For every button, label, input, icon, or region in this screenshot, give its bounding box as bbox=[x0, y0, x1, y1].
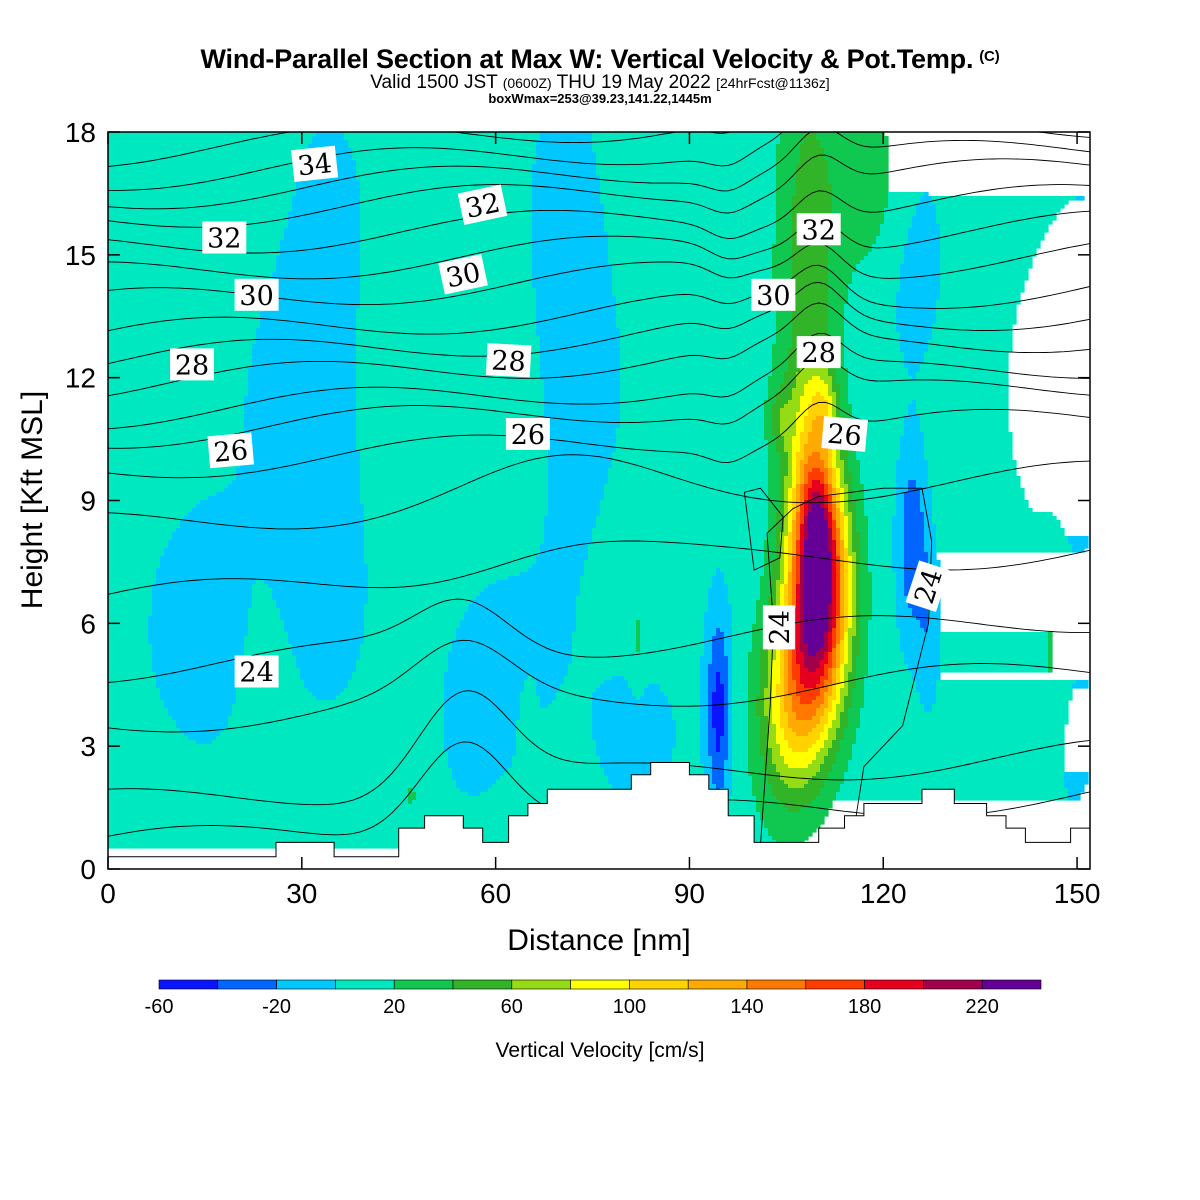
contour-label-34: 34 bbox=[291, 145, 339, 183]
colorbar-swatch bbox=[158, 979, 219, 990]
contour-label-26: 26 bbox=[821, 416, 868, 453]
y-tick-label: 9 bbox=[80, 486, 96, 517]
colorbar-swatch bbox=[923, 979, 983, 990]
colorbar-swatch bbox=[805, 979, 865, 990]
contour-label-28: 28 bbox=[170, 348, 214, 381]
contour-label-28: 28 bbox=[485, 343, 532, 378]
colorbar-tick-label: 180 bbox=[848, 996, 881, 1018]
y-tick-label: 18 bbox=[65, 117, 96, 148]
y-tick-label: 3 bbox=[80, 731, 96, 762]
svg-text:26: 26 bbox=[212, 435, 249, 469]
theta-contour-line bbox=[108, 132, 1090, 210]
colorbar-tick-label: 20 bbox=[383, 996, 405, 1018]
colorbar-swatch bbox=[217, 979, 277, 990]
contour-label-30: 30 bbox=[751, 278, 796, 312]
theta-contour-small bbox=[743, 487, 784, 571]
box-max-note: boxWmax=253@39.23,141.22,1445m bbox=[488, 91, 712, 106]
theta-contour-line bbox=[108, 264, 1090, 335]
theta-contour-line bbox=[108, 332, 1090, 430]
svg-text:26: 26 bbox=[511, 420, 545, 451]
copyright-mark: (C) bbox=[979, 48, 1000, 65]
colorbar-swatch bbox=[746, 979, 807, 990]
contour-label-26: 26 bbox=[505, 418, 550, 451]
theta-contour-line bbox=[108, 598, 1090, 683]
y-tick-label: 0 bbox=[80, 854, 96, 885]
colorbar-swatch bbox=[276, 979, 336, 990]
contour-label-26: 26 bbox=[207, 432, 255, 469]
colorbar-swatch bbox=[687, 979, 748, 990]
colorbar-tick-label: -20 bbox=[262, 996, 291, 1018]
theta-contour-line bbox=[108, 454, 1090, 530]
terrain-profile bbox=[108, 762, 1090, 869]
svg-text:26: 26 bbox=[826, 419, 863, 453]
svg-text:28: 28 bbox=[175, 350, 209, 381]
contour-label-30: 30 bbox=[234, 278, 279, 312]
svg-text:32: 32 bbox=[463, 187, 503, 224]
x-tick-label: 0 bbox=[100, 878, 116, 909]
colorbar-tick-label: 100 bbox=[613, 996, 646, 1018]
colorbar-tick-label: -60 bbox=[145, 996, 174, 1018]
colorbar-swatch bbox=[629, 979, 689, 990]
chart-title: Wind-Parallel Section at Max W: Vertical… bbox=[200, 44, 1000, 74]
theta-contour-line bbox=[108, 210, 1090, 280]
x-tick-label: 150 bbox=[1054, 878, 1101, 909]
chart-subtitle: Valid 1500 JST (0600Z) THU 19 May 2022 [… bbox=[370, 72, 830, 93]
colorbar-swatch bbox=[981, 979, 1042, 990]
svg-text:24: 24 bbox=[239, 658, 273, 689]
theta-contour-line bbox=[108, 154, 1090, 228]
y-tick-label: 15 bbox=[65, 240, 96, 271]
y-tick-label: 12 bbox=[65, 363, 96, 394]
colorbar-swatch bbox=[864, 979, 924, 990]
colorbar-swatch bbox=[452, 979, 513, 990]
theta-contour-line bbox=[108, 690, 1090, 806]
colorbar-tick-label: 140 bbox=[730, 996, 763, 1018]
colorbar-swatch bbox=[570, 979, 630, 990]
x-tick-label: 60 bbox=[480, 878, 511, 909]
theta-contour-line bbox=[108, 281, 1090, 365]
theta-contour-line bbox=[108, 639, 1090, 733]
colorbar-swatch bbox=[511, 979, 571, 990]
svg-text:32: 32 bbox=[207, 224, 241, 255]
svg-text:30: 30 bbox=[756, 281, 790, 312]
x-tick-label: 120 bbox=[860, 878, 907, 909]
contour-label-28: 28 bbox=[796, 336, 841, 369]
theta-contour-line bbox=[108, 132, 1090, 191]
svg-text:28: 28 bbox=[802, 338, 836, 369]
theta-contour-line bbox=[108, 132, 732, 167]
contour-label-24: 24 bbox=[234, 655, 279, 689]
theta-contour-line bbox=[108, 302, 1090, 397]
colorbar-tick-label: 60 bbox=[501, 996, 523, 1018]
x-tick-label: 30 bbox=[286, 878, 317, 909]
vertical-velocity-field bbox=[108, 132, 1089, 849]
x-axis-label: Distance [nm] bbox=[507, 924, 690, 957]
contour-label-24: 24 bbox=[905, 560, 950, 613]
contour-label-24: 24 bbox=[762, 605, 796, 650]
svg-text:34: 34 bbox=[296, 148, 333, 182]
x-tick-label: 90 bbox=[674, 878, 705, 909]
contour-labels: 34 32 32 32 30 30 30 28 28 28 26 26 26 24 24 24 bbox=[170, 145, 950, 689]
axes: 0 30 60 90 120 150 0 3 6 9 12 15 18 bbox=[65, 117, 1101, 909]
theta-contour-line bbox=[108, 184, 1090, 254]
colorbar: -60 -20 20 60 100 140 180 220 bbox=[145, 979, 1042, 1018]
theta-contour-line bbox=[108, 401, 1090, 479]
contour-label-32: 32 bbox=[457, 184, 508, 225]
contour-label-30: 30 bbox=[438, 254, 488, 295]
y-axis-label: Height [Kft MSL] bbox=[16, 391, 49, 609]
theta-contours bbox=[108, 132, 1090, 845]
svg-text:24: 24 bbox=[765, 610, 796, 644]
colorbar-tick-label: 220 bbox=[966, 996, 999, 1018]
svg-text:28: 28 bbox=[491, 345, 527, 378]
colorbar-label: Vertical Velocity [cm/s] bbox=[496, 1039, 705, 1062]
colorbar-swatch bbox=[335, 979, 395, 990]
theta-contour-line bbox=[108, 358, 1090, 449]
contour-label-32: 32 bbox=[202, 221, 247, 255]
y-tick-label: 6 bbox=[80, 608, 96, 639]
svg-text:32: 32 bbox=[802, 215, 836, 246]
colorbar-swatch bbox=[393, 979, 454, 990]
svg-text:30: 30 bbox=[443, 257, 483, 294]
contour-label-32: 32 bbox=[796, 213, 841, 246]
svg-text:30: 30 bbox=[239, 281, 273, 312]
terrain bbox=[108, 762, 1090, 869]
